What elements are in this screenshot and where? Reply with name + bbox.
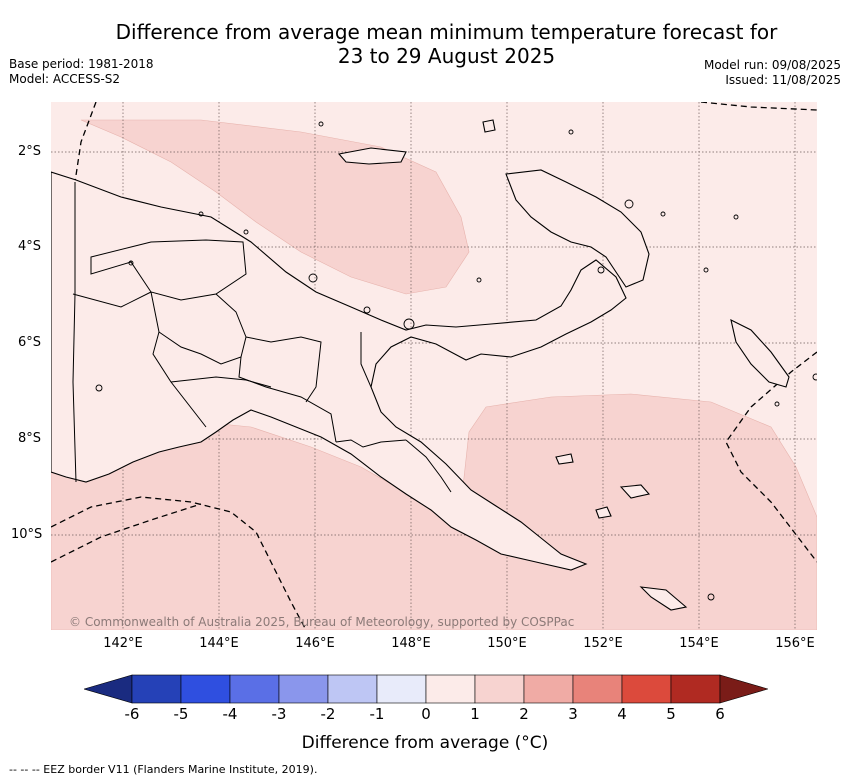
lon-label-144e: 144°E <box>199 636 239 651</box>
bougainville-island <box>730 318 790 388</box>
meta-left: Base period: 1981-2018 Model: ACCESS-S2 <box>9 57 154 87</box>
chart-title: Difference from average mean minimum tem… <box>0 20 850 68</box>
colorbar <box>84 674 768 704</box>
lat-label-10s: 10°S <box>11 527 43 542</box>
title-line-1: Difference from average mean minimum tem… <box>115 20 778 44</box>
fergusson-islands <box>619 484 651 499</box>
colorbar-title: Difference from average (°C) <box>301 733 549 753</box>
colorbar-tick: 3 <box>568 705 578 723</box>
louisiade-islands <box>639 586 688 611</box>
colorbar-tick: 1 <box>470 705 480 723</box>
colorbar-cell <box>523 674 574 704</box>
lon-label-142e: 142°E <box>103 636 143 651</box>
eez-footnote: -- -- -- EEZ border V11 (Flanders Marine… <box>9 763 318 776</box>
colorbar-tick: -6 <box>124 705 140 723</box>
colorbar-tick: -4 <box>222 705 238 723</box>
goodenough-island <box>595 506 612 519</box>
colorbar-cell <box>278 674 329 704</box>
trobriand-island <box>555 453 574 465</box>
title-line-2: 23 to 29 August 2025 <box>337 44 556 68</box>
lat-label-2s: 2°S <box>18 144 42 159</box>
colorbar-tick: 4 <box>617 705 627 723</box>
colorbar-cells <box>131 674 721 704</box>
colorbar-tick: 0 <box>421 705 431 723</box>
lon-label-156e: 156°E <box>775 636 815 651</box>
colorbar-cell <box>670 674 721 704</box>
colorbar-extend-high <box>719 674 768 704</box>
colorbar-cell <box>474 674 525 704</box>
lon-label-152e: 152°E <box>583 636 623 651</box>
province-borders <box>72 182 452 493</box>
colorbar-cell <box>376 674 427 704</box>
colorbar-cell <box>425 674 476 704</box>
small-islands <box>95 121 817 601</box>
meta-right: Model run: 09/08/2025 Issued: 11/08/2025 <box>704 58 841 88</box>
colorbar-tick: -2 <box>320 705 336 723</box>
lon-label-150e: 150°E <box>487 636 527 651</box>
coastlines <box>51 119 790 611</box>
issued-date: Issued: 11/08/2025 <box>725 73 841 87</box>
manus-island <box>482 119 496 133</box>
lon-label-146e: 146°E <box>295 636 335 651</box>
lon-label-148e: 148°E <box>391 636 431 651</box>
colorbar-cell <box>180 674 231 704</box>
colorbar-cell <box>229 674 280 704</box>
new-guinea-landmass <box>51 171 627 571</box>
base-period: Base period: 1981-2018 <box>9 57 154 71</box>
new-ireland-island <box>337 147 407 165</box>
model-run: Model run: 09/08/2025 <box>703 58 841 72</box>
new-britain-island <box>505 169 650 288</box>
lon-label-154e: 154°E <box>679 636 719 651</box>
colorbar-cell <box>621 674 672 704</box>
colorbar-tick: 6 <box>715 705 725 723</box>
colorbar-cell <box>131 674 182 704</box>
lat-label-8s: 8°S <box>18 431 42 446</box>
colorbar-tick: -5 <box>173 705 189 723</box>
colorbar-tick: -1 <box>369 705 385 723</box>
eez-borders <box>51 102 817 630</box>
lat-label-6s: 6°S <box>18 335 42 350</box>
colorbar-cell <box>572 674 623 704</box>
model-name: Model: ACCESS-S2 <box>9 72 121 86</box>
colorbar-tick: -3 <box>271 705 287 723</box>
lat-label-4s: 4°S <box>18 239 42 254</box>
copyright-notice: © Commonwealth of Australia 2025, Bureau… <box>69 615 575 629</box>
forecast-map <box>51 102 817 630</box>
colorbar-cell <box>327 674 378 704</box>
colorbar-tick: 5 <box>666 705 676 723</box>
colorbar-extend-low <box>84 674 133 704</box>
colorbar-tick: 2 <box>519 705 529 723</box>
